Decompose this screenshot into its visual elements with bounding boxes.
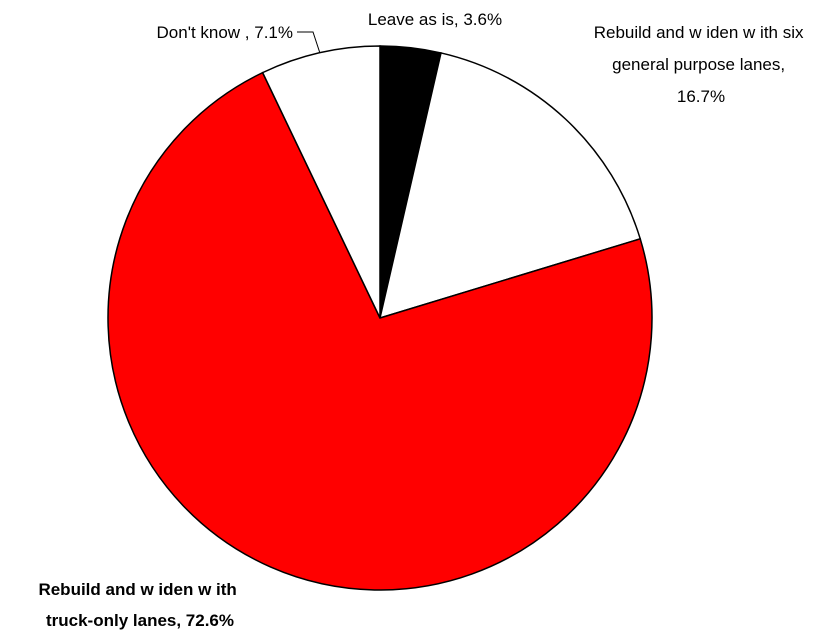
slice-label-dont-know: Don't know , 7.1% [157, 23, 293, 42]
leader-lines [297, 31, 321, 53]
slice-label-six-lanes: Rebuild and w iden w ith six general pur… [594, 23, 809, 106]
slice-label-truck-only-lanes: Rebuild and w iden w ith truck-only lane… [38, 580, 241, 630]
pie-slice-2 [107, 71, 653, 591]
pie-slice-3 [261, 45, 381, 319]
slice-label-leave-as-is: Leave as is, 3.6% [368, 10, 502, 29]
leader-line-dont-know [297, 31, 321, 53]
pie-slice-1 [378, 52, 642, 320]
pie-slices [107, 45, 653, 591]
